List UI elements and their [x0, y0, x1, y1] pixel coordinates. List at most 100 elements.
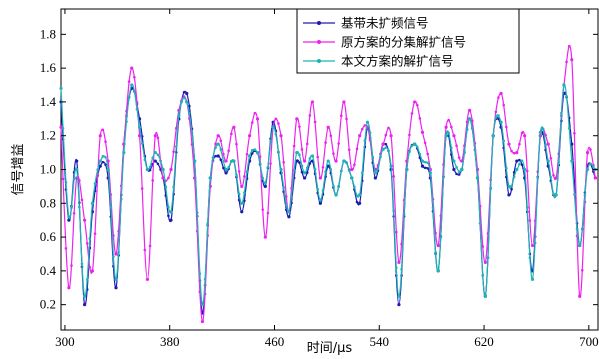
series-3-point [436, 269, 440, 273]
series-2-marker [269, 162, 272, 165]
legend-label: 原方案的分集解扩信号 [341, 35, 466, 50]
series-2-marker [313, 120, 317, 124]
series-3-marker [447, 131, 450, 135]
series-3-marker [536, 176, 540, 180]
series-2-marker [151, 179, 154, 182]
series-2-marker [525, 169, 529, 173]
series-3-marker [423, 160, 427, 164]
series-3-marker [505, 166, 508, 170]
series-3-marker [172, 185, 175, 189]
series-3-marker [188, 111, 191, 115]
series-3-marker [245, 170, 249, 174]
series-3-marker [235, 173, 238, 176]
series-3-marker [549, 175, 553, 179]
series-2-point [523, 134, 527, 138]
series-3-marker [589, 162, 592, 166]
series-3-point [200, 303, 205, 307]
series-1-marker [520, 163, 524, 167]
series-3-point [460, 167, 464, 172]
series-2-point [413, 100, 417, 104]
series-2-marker [339, 114, 343, 117]
series-1-point [224, 171, 228, 175]
series-3-marker [104, 156, 107, 159]
series-3-marker [528, 256, 532, 259]
series-1-marker [305, 171, 309, 174]
series-2-marker [253, 111, 257, 115]
series-3-point [570, 159, 574, 163]
series-3-marker [502, 139, 506, 143]
x-tick-label: 380 [160, 334, 180, 349]
series-3-point [59, 86, 63, 91]
series-2-marker [447, 118, 450, 122]
series-3-point [318, 198, 322, 202]
series-2-marker [329, 134, 333, 138]
series-2-marker [565, 60, 568, 64]
series-3-marker [473, 148, 477, 152]
legend-marker [317, 40, 321, 44]
series-3-marker [583, 193, 587, 197]
series-2-marker [298, 125, 301, 128]
series-3-point [67, 215, 71, 219]
series-2-marker [573, 131, 576, 135]
series-2-marker [544, 133, 547, 137]
series-3-marker [486, 256, 490, 260]
series-2-point [90, 269, 95, 273]
series-1-point [67, 218, 71, 222]
series-2-marker [589, 148, 592, 151]
series-1-point [420, 164, 425, 168]
series-2-marker [408, 133, 411, 137]
series-3-point [358, 193, 362, 197]
series-2-point [420, 130, 425, 134]
series-2-marker [363, 124, 367, 127]
series-3-point [428, 171, 432, 175]
series-2-marker [321, 166, 325, 169]
y-tick-label: 1.0 [40, 162, 56, 177]
series-3-marker [332, 184, 335, 188]
series-3-marker [143, 158, 147, 162]
series-2-marker [250, 121, 254, 124]
series-3-marker [133, 89, 136, 93]
series-3-marker [470, 126, 474, 130]
series-2-marker [355, 147, 359, 151]
series-3-marker [290, 195, 293, 198]
series-3-marker [457, 170, 461, 173]
series-3-marker [140, 142, 144, 145]
series-3-marker [206, 222, 209, 225]
series-3-marker [439, 235, 443, 239]
series-3-marker [282, 186, 285, 189]
series-2-marker [505, 125, 508, 129]
series-3-point [137, 125, 142, 129]
series-3-marker [431, 206, 435, 210]
series-3-marker [481, 273, 485, 277]
series-2-point [303, 159, 307, 163]
series-3-marker [368, 131, 372, 135]
series-2-marker [305, 142, 309, 146]
series-1-marker [308, 162, 312, 165]
x-tick-label: 460 [265, 334, 285, 349]
series-3-marker [109, 206, 113, 209]
series-3-marker [489, 187, 492, 190]
series-3-point [185, 100, 189, 104]
series-2-marker [245, 152, 249, 156]
series-2-marker [360, 127, 364, 131]
series-2-point [507, 142, 511, 146]
series-3-marker [269, 140, 272, 144]
series-3-marker [434, 250, 437, 254]
series-1-marker [250, 152, 254, 155]
legend-marker [317, 59, 321, 63]
series-1-marker [298, 161, 301, 164]
series-2-marker [345, 117, 348, 121]
series-3-marker [560, 111, 563, 115]
series-2-point [397, 260, 401, 265]
series-2-marker [282, 161, 285, 164]
series-1-point [240, 210, 244, 214]
series-2-marker [418, 117, 422, 120]
series-3-marker [167, 205, 170, 209]
series-2-point [263, 235, 267, 239]
series-1-point [397, 303, 401, 307]
y-tick-label: 1.4 [40, 94, 57, 109]
series-3-marker [510, 184, 513, 188]
series-3-marker [274, 132, 278, 136]
series-2-marker [494, 110, 498, 114]
